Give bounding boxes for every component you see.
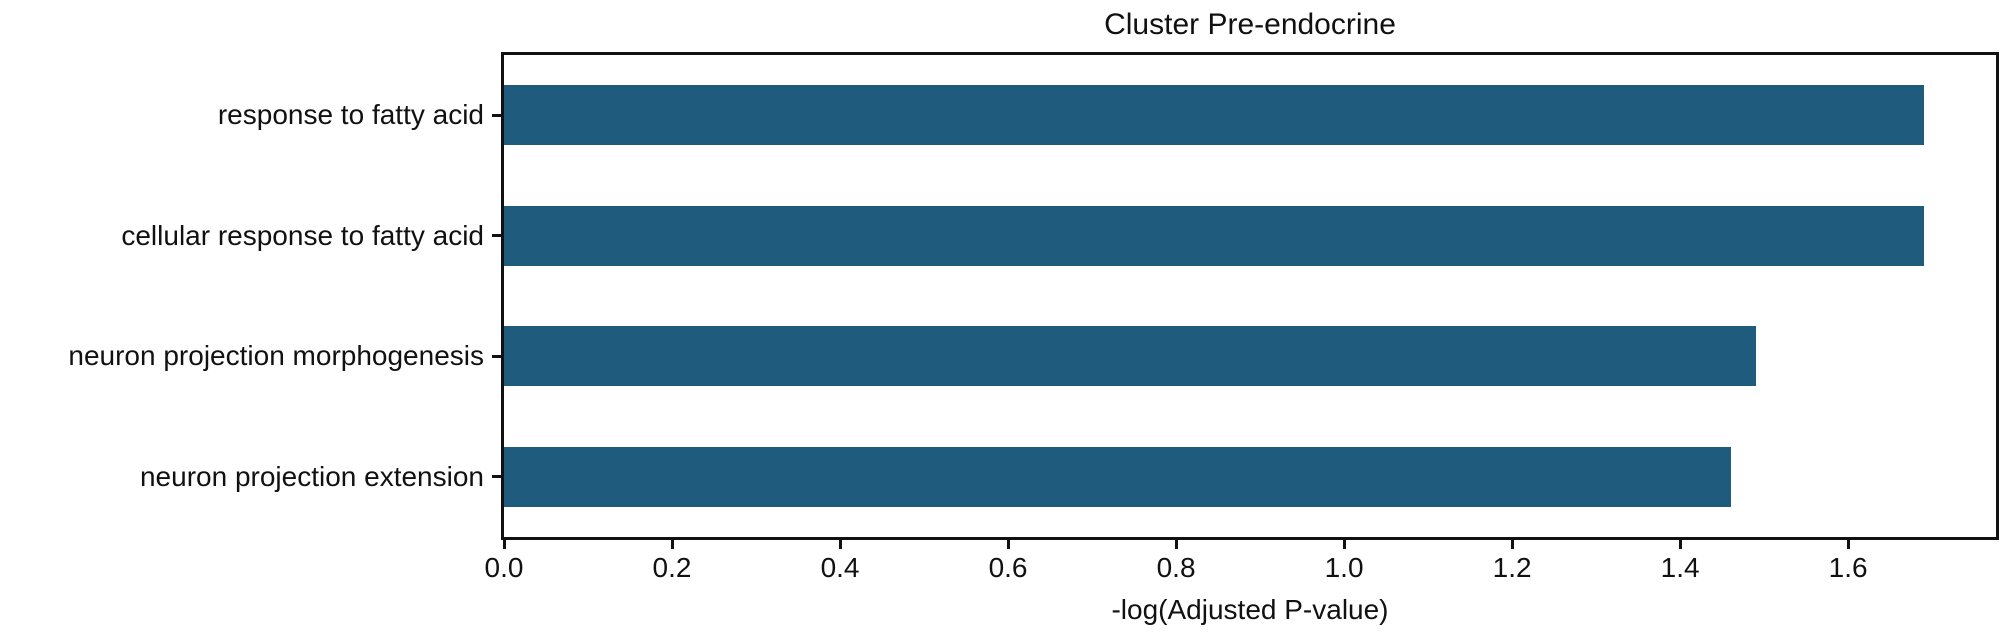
bar [504,205,1924,266]
y-tick-label: neuron projection morphogenesis [68,340,484,372]
y-tick-label: response to fatty acid [217,99,484,131]
x-tick-label: 0.6 [988,552,1028,583]
x-tick-label: 1.4 [1660,552,1700,583]
x-tick-mark [1846,540,1850,549]
bar [504,326,1756,387]
y-tick-mark [492,113,501,117]
x-tick-mark [670,540,674,549]
x-tick-label: 1.0 [1324,552,1364,583]
y-tick-mark [492,234,501,238]
x-tick-mark [1510,540,1514,549]
x-tick-mark [1342,540,1346,549]
y-tick-mark [492,475,501,479]
y-tick-label: neuron projection extension [139,460,484,492]
x-tick-label: 0.2 [652,552,692,583]
x-tick-label: 1.2 [1492,552,1532,583]
x-tick-mark [502,540,506,549]
x-tick-label: 0.0 [484,552,524,583]
x-tick-label: 1.6 [1828,552,1868,583]
x-tick-mark [1174,540,1178,549]
bar [504,85,1924,146]
chart-title: Cluster Pre-endocrine [1104,8,1396,41]
bar [504,446,1731,507]
x-axis-label: -log(Adjusted P-value) [1111,594,1389,625]
y-tick-label: cellular response to fatty acid [121,219,484,251]
x-tick-mark [1006,540,1010,549]
x-tick-label: 0.4 [820,552,860,583]
y-tick-mark [492,354,501,358]
x-tick-mark [1678,540,1682,549]
x-tick-label: 0.8 [1156,552,1196,583]
plot-area [501,52,1999,540]
x-tick-mark [838,540,842,549]
